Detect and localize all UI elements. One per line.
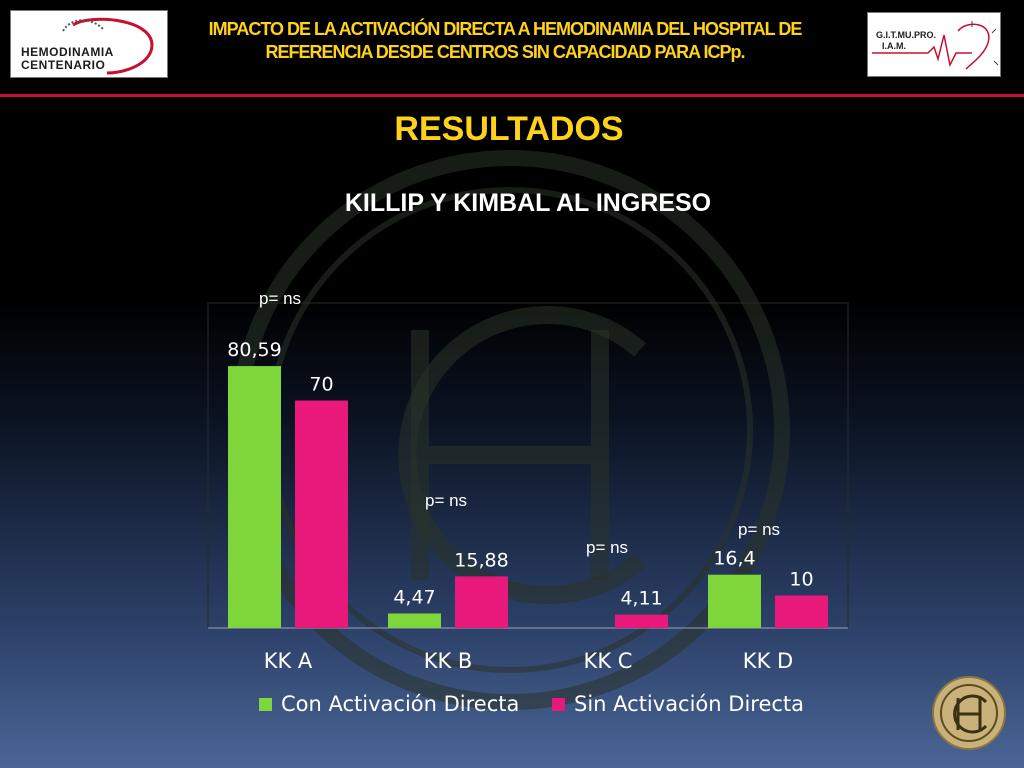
legend-label-sin: Sin Activación Directa — [574, 692, 805, 716]
header-divider — [0, 94, 1024, 97]
pvalue-annotation-kkd: p= ns — [738, 520, 781, 539]
pvalue-annotation-kkc: p= ns — [586, 538, 629, 557]
x-tick-label-kk-a: KK A — [264, 649, 313, 673]
x-tick-label-kk-b: KK B — [424, 649, 473, 673]
x-tick-label-kk-c: KK C — [584, 649, 633, 673]
pvalue-annotation-kkb: p= ns — [425, 491, 468, 510]
bar-sin-kk-c — [615, 614, 668, 628]
data-label-sin-kk-a: 70 — [309, 374, 333, 396]
title-line-1: IMPACTO DE LA ACTIVACIÓN DIRECTA A HEMOD… — [208, 19, 803, 39]
data-label-con-kk-d: 16,4 — [713, 548, 755, 570]
bar-sin-kk-d — [775, 595, 828, 628]
bar-con-kk-d — [708, 574, 761, 628]
logo-right-text-2: I.A.M. — [882, 41, 906, 51]
presentation-title: IMPACTO DE LA ACTIVACIÓN DIRECTA A HEMOD… — [180, 18, 830, 64]
pvalue-annotation-kka: p= ns — [259, 289, 302, 308]
section-title: RESULTADOS — [394, 110, 624, 148]
bar-con-kk-a — [228, 366, 281, 628]
data-label-con-kk-b: 4,47 — [393, 586, 435, 608]
hemodinamia-logo: HEMODINAMIA CENTENARIO — [10, 10, 168, 78]
title-line-2: REFERENCIA DESDE CENTROS SIN CAPACIDAD P… — [265, 42, 745, 62]
bar-con-kk-b — [388, 613, 441, 628]
chart-title: KILLIP Y KIMBAL AL INGRESO — [344, 189, 712, 217]
logo-left-text-1: HEMODINAMIA — [21, 45, 114, 59]
data-label-sin-kk-c: 4,11 — [620, 588, 662, 610]
bar-sin-kk-a — [295, 400, 348, 628]
legend-label-con: Con Activación Directa — [281, 692, 520, 716]
data-label-sin-kk-b: 15,88 — [454, 549, 508, 571]
logo-right-text-1: G.I.T.MU.PRO. — [876, 30, 937, 40]
legend-swatch-sin — [552, 698, 565, 711]
heart-logo-icon — [62, 17, 154, 75]
gitmupro-logo: G.I.T.MU.PRO. I.A.M. — [867, 12, 1001, 77]
data-label-con-kk-a: 80,59 — [227, 339, 281, 361]
bar-sin-kk-b — [455, 576, 508, 628]
hospital-seal-icon — [932, 676, 1006, 750]
ecg-heart-icon — [872, 21, 999, 70]
legend-swatch-con — [259, 698, 272, 711]
data-label-sin-kk-d: 10 — [789, 569, 813, 591]
header-bar — [0, 0, 1024, 94]
x-tick-label-kk-d: KK D — [743, 649, 793, 673]
logo-left-text-2: CENTENARIO — [21, 58, 106, 72]
